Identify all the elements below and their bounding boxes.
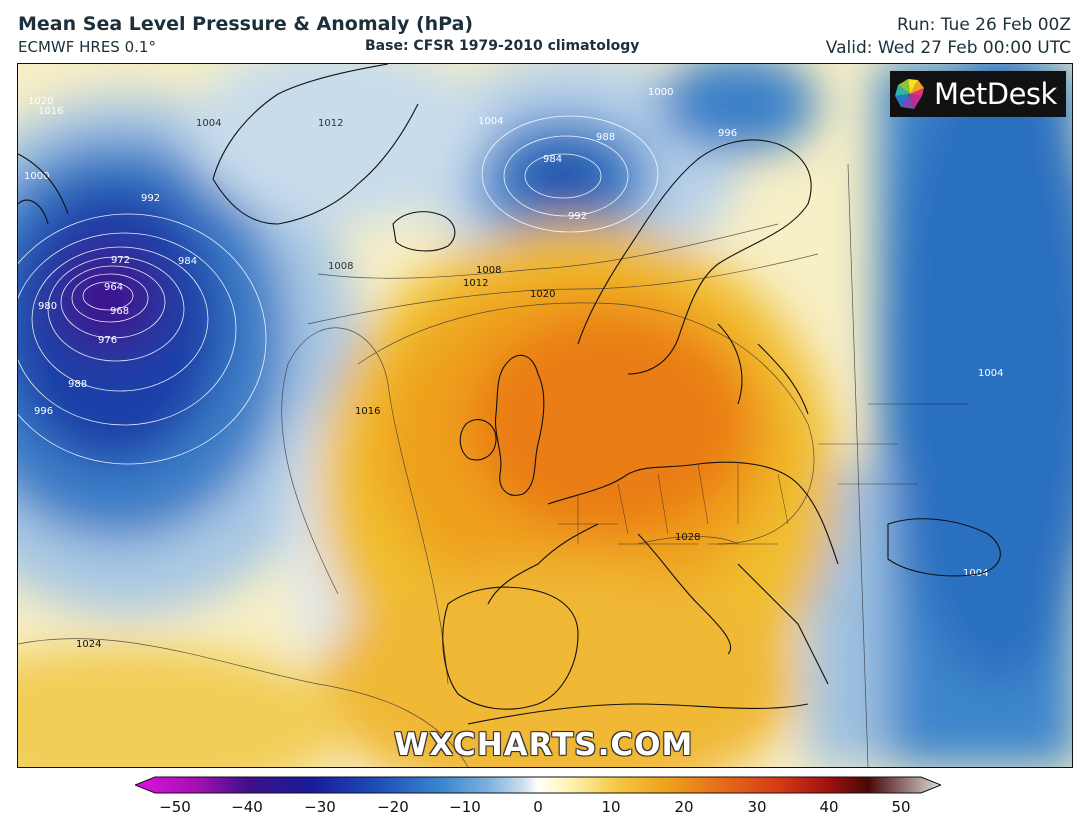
colorbar-tick: 30	[747, 798, 767, 816]
chart-title: Mean Sea Level Pressure & Anomaly (hPa)	[18, 13, 474, 35]
isobar-label: 984	[543, 154, 562, 165]
isobar-label: 980	[38, 301, 57, 312]
isobar-label: 1028	[675, 532, 700, 543]
isobar-label: 1004	[478, 116, 503, 127]
colorbar-tick: −20	[377, 798, 409, 816]
valid-label: Valid: Wed 27 Feb 00:00 UTC	[825, 38, 1071, 58]
metdesk-pinwheel-icon	[895, 79, 924, 109]
borders	[558, 403, 968, 545]
isobar-label: 1020	[530, 289, 555, 300]
metdesk-logo-text: MetDesk	[934, 77, 1057, 111]
isobar-label: 996	[718, 128, 737, 139]
base-label: Base: CFSR 1979-2010 climatology	[365, 38, 640, 54]
colorbar-tick: −50	[159, 798, 191, 816]
isobar-label: 1000	[648, 87, 673, 98]
isobar-label: 988	[68, 379, 87, 390]
isobar-label: 976	[98, 335, 117, 346]
high-isobars	[18, 163, 869, 767]
isobar-label: 1004	[963, 568, 988, 579]
isobar-label: 1012	[463, 278, 488, 289]
model-label: ECMWF HRES 0.1°	[18, 38, 156, 56]
isobar-label: 968	[110, 306, 129, 317]
colorbar	[133, 776, 943, 794]
isobar-label: 992	[141, 193, 160, 204]
watermark: WXCHARTS.COM	[394, 727, 694, 763]
colorbar-tick: −10	[449, 798, 481, 816]
isobar-labels: 964 968 972 976 980 984 988 992 996 1000…	[24, 87, 1003, 650]
anomaly-field	[18, 64, 1072, 767]
colorbar-tick: 20	[674, 798, 694, 816]
isobar-label: 1012	[318, 118, 343, 129]
isobar-label: 1016	[38, 106, 63, 117]
colorbar-tick: −40	[231, 798, 263, 816]
colorbar-tick: 0	[533, 798, 543, 816]
isobar-label: 1016	[355, 406, 380, 417]
isobar-label: 1008	[476, 265, 501, 276]
isobar-label: 1008	[328, 261, 353, 272]
isobar-label: 964	[104, 282, 123, 293]
isobar-label: 1020	[28, 96, 53, 107]
pressure-anomaly-map: 964 968 972 976 980 984 988 992 996 1000…	[17, 63, 1073, 768]
isobar-label: 984	[178, 256, 197, 267]
isobar-label: 1024	[76, 639, 101, 650]
colorbar-tick: 50	[891, 798, 911, 816]
isobar-label: 1004	[978, 368, 1003, 379]
metdesk-logo: MetDesk	[890, 71, 1066, 117]
isobar-label: 996	[34, 406, 53, 417]
colorbar-graphic	[133, 776, 943, 794]
low-isobars	[18, 115, 659, 465]
colorbar-tick: 40	[819, 798, 839, 816]
run-label: Run: Tue 26 Feb 00Z	[897, 15, 1071, 35]
isobar-label: 972	[111, 255, 130, 266]
isobar-label: 992	[568, 211, 587, 222]
isobar-label: 988	[596, 132, 615, 143]
colorbar-tick: −30	[304, 798, 336, 816]
isobar-label: 1000	[24, 171, 49, 182]
isobar-label: 1004	[196, 118, 221, 129]
colorbar-tick: 10	[601, 798, 621, 816]
map-graphic: 964 968 972 976 980 984 988 992 996 1000…	[18, 64, 1072, 767]
